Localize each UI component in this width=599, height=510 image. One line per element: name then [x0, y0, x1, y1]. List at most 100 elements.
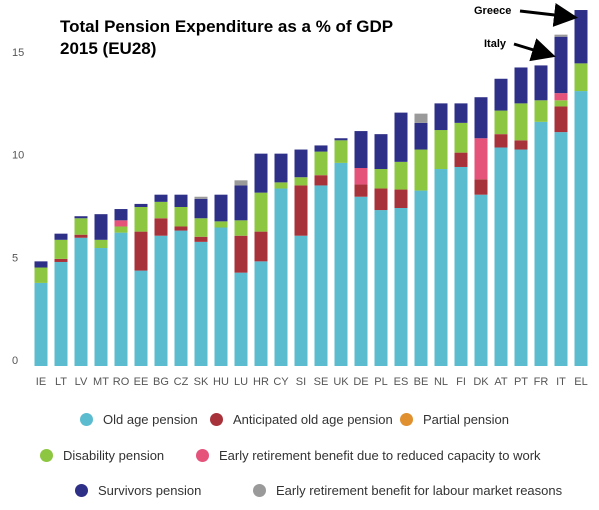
bar-segment [174, 230, 188, 366]
bar-segment [194, 218, 208, 237]
bar-segment [154, 194, 168, 202]
legend-item: Survivors pension [75, 483, 201, 498]
bar-segment [374, 169, 388, 189]
legend-swatch [40, 449, 53, 462]
bar-segment [334, 138, 348, 141]
bar-segment [394, 161, 408, 190]
x-tick-label: NL [434, 376, 448, 388]
bar-segment [74, 234, 88, 238]
x-tick-label: SE [314, 376, 329, 388]
x-tick-label: LV [75, 376, 88, 388]
bar-segment [454, 122, 468, 153]
bar-segment [494, 78, 508, 111]
chart-title: Total Pension Expenditure as a % of GDP … [60, 17, 393, 58]
x-tick-label: SI [296, 376, 306, 388]
bar-segment [494, 134, 508, 148]
x-tick-label: IT [556, 376, 566, 388]
bar-segment [334, 140, 348, 163]
x-tick-label: LU [234, 376, 248, 388]
bar-segment [154, 201, 168, 219]
bar-segment [554, 132, 568, 366]
bar-segment [294, 235, 308, 366]
bar-segment [154, 235, 168, 366]
x-tick-label: UK [333, 376, 349, 388]
y-tick-label: 5 [12, 252, 18, 264]
y-tick-label: 0 [12, 355, 18, 367]
annotation: Greece [474, 5, 511, 17]
legend-label: Anticipated old age pension [233, 412, 393, 427]
legend-label: Early retirement benefit due to reduced … [219, 448, 541, 463]
bar-segment [254, 261, 268, 366]
bar-segment [554, 93, 568, 101]
bar-segment [74, 218, 88, 235]
bar-segment [494, 110, 508, 135]
bar-segment [314, 175, 328, 186]
bar-segment [354, 184, 368, 197]
bar-segment [394, 189, 408, 209]
legend-item: Disability pension [40, 448, 164, 463]
bar-segment [374, 210, 388, 366]
bar-segment [154, 218, 168, 236]
bar-segment [314, 185, 328, 366]
x-tick-label: PT [514, 376, 528, 388]
bar-segment [134, 203, 148, 207]
bar-segment [534, 100, 548, 122]
bar-segment [194, 241, 208, 366]
bar-segment [214, 227, 228, 366]
x-tick-label: SK [194, 376, 209, 388]
bar-segment [334, 162, 348, 366]
bar-segment [534, 65, 548, 101]
bar-segment [114, 232, 128, 366]
bar-segment [514, 67, 528, 104]
bar-segment [494, 147, 508, 366]
bar-segment [434, 169, 448, 366]
bar-segment [354, 131, 368, 169]
legend-item: Early retirement benefit for labour mark… [253, 483, 562, 498]
bar-segment [514, 149, 528, 366]
bar-segment [34, 267, 48, 283]
legend-swatch [75, 484, 88, 497]
bar-segment [554, 36, 568, 94]
x-tick-label: FI [456, 376, 466, 388]
annotation: Italy [484, 38, 507, 50]
bar-segment [174, 206, 188, 227]
x-tick-label: LT [55, 376, 67, 388]
bar-segment [534, 121, 548, 367]
x-tick-label: EL [574, 376, 587, 388]
bar-segment [414, 190, 428, 366]
bar-segment [94, 239, 108, 249]
legend-swatch [196, 449, 209, 462]
bar-segment [574, 91, 588, 366]
legend-swatch [253, 484, 266, 497]
bar-segment [94, 248, 108, 366]
bar-segment [234, 180, 248, 186]
bar-segment [514, 140, 528, 150]
bar-segment [54, 261, 68, 366]
bar-segment [414, 122, 428, 150]
bar-segment [474, 97, 488, 139]
bar-segment [234, 272, 248, 366]
bar-segment [134, 231, 148, 271]
legend-item: Old age pension [80, 412, 198, 427]
bar-segment [34, 261, 48, 268]
bar-segment [394, 208, 408, 366]
bar-segment [74, 237, 88, 366]
x-tick-label: IE [36, 376, 46, 388]
annotation-arrow [513, 38, 556, 62]
bar-segment [194, 198, 208, 219]
bar-segment [434, 103, 448, 131]
bar-segment [294, 177, 308, 186]
bar-segment [194, 196, 208, 199]
legend-label: Survivors pension [98, 483, 202, 498]
bar-segment [34, 282, 48, 366]
legend-swatch [80, 413, 93, 426]
bar-segment [414, 149, 428, 191]
y-tick-label: 10 [12, 150, 24, 162]
bar-segment [354, 196, 368, 366]
bar-segment [554, 34, 568, 37]
bar-segment [274, 153, 288, 183]
bar-segment [254, 192, 268, 232]
bar-segment [234, 235, 248, 273]
